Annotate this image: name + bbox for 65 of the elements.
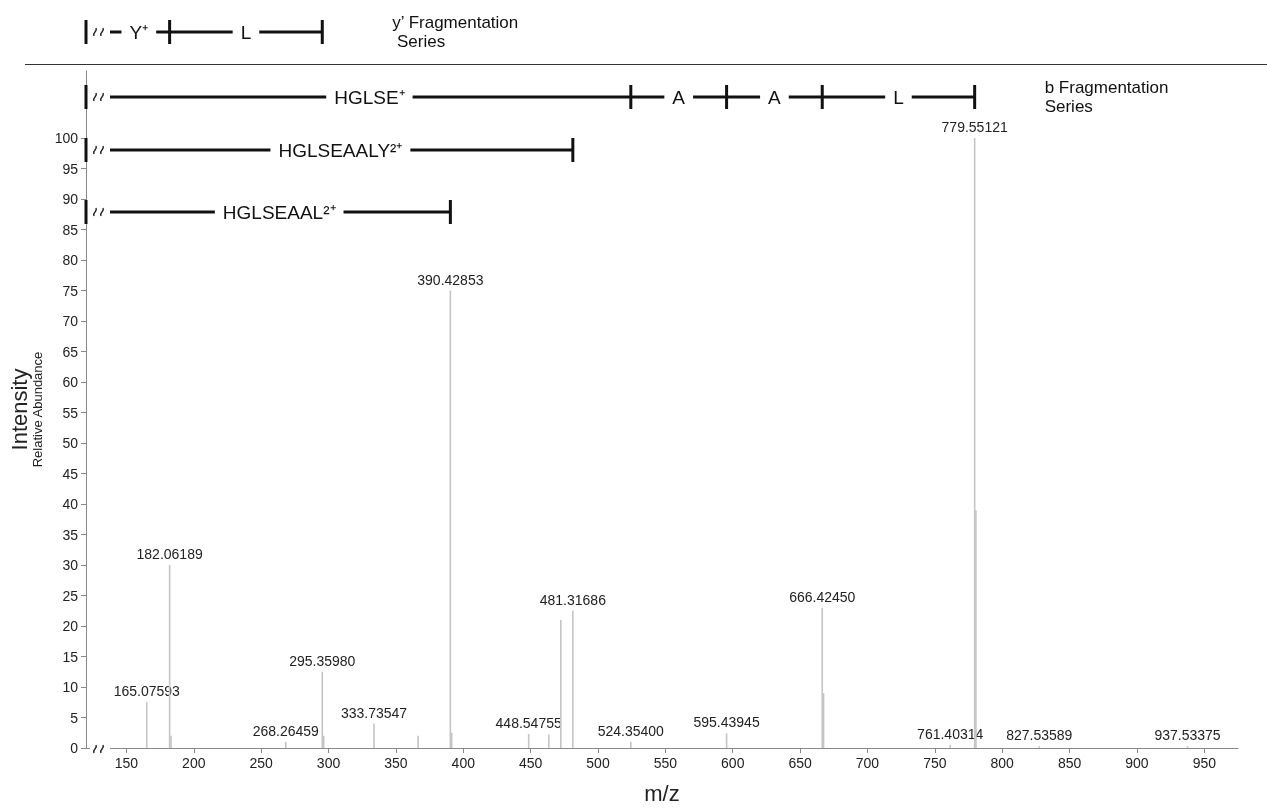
annotation: 295.35980 bbox=[289, 652, 356, 669]
y-tick-label: 85 bbox=[62, 221, 79, 238]
x-tick-label: 250 bbox=[249, 755, 274, 771]
x-tick-label: 200 bbox=[182, 755, 206, 771]
x-tick-label: 450 bbox=[518, 755, 543, 771]
annotation: 268.26459 bbox=[252, 722, 320, 739]
text: L bbox=[240, 21, 252, 43]
y-tick-label: 65 bbox=[62, 343, 79, 360]
annotation: 333.73547 bbox=[340, 704, 408, 721]
y-tick-label: 35 bbox=[62, 526, 79, 543]
annotation: A bbox=[768, 86, 782, 108]
annotation: 165.07593 bbox=[113, 683, 181, 700]
y-tick-label: 0 bbox=[70, 740, 79, 756]
annotation: 524.35400 bbox=[597, 722, 665, 739]
annotation: 595.43945 bbox=[693, 714, 760, 731]
annotation: 481.31686 bbox=[539, 591, 607, 608]
x-tick-label: 600 bbox=[721, 755, 745, 771]
annotation: 827.53589 bbox=[1006, 727, 1073, 744]
annotation: 390.42853 bbox=[417, 271, 484, 288]
annotation: 182.06189 bbox=[136, 546, 203, 563]
annotation: 666.42450 bbox=[789, 588, 856, 605]
text: Y⁺ bbox=[129, 21, 149, 43]
text: y’ Fragmentation Series bbox=[392, 13, 519, 51]
y-tick-label: 100 bbox=[54, 130, 79, 147]
y-tick-label: 95 bbox=[62, 160, 79, 177]
x-tick-label: 400 bbox=[451, 755, 476, 771]
y-tick-label: 50 bbox=[62, 435, 79, 452]
y-tick-label: 80 bbox=[62, 252, 79, 269]
y-tick-label: 10 bbox=[62, 679, 79, 696]
y-tick-label: 60 bbox=[62, 374, 79, 391]
x-tick-label: 800 bbox=[990, 755, 1015, 771]
x-tick-label: 850 bbox=[1057, 755, 1082, 771]
y-tick-label: 15 bbox=[62, 648, 79, 665]
y-tick-label: 90 bbox=[62, 191, 79, 208]
annotation: HGLSEAALY²⁺ bbox=[278, 139, 403, 161]
x-tick-label: 700 bbox=[855, 755, 880, 771]
x-tick-label: 950 bbox=[1192, 755, 1217, 771]
annotation: HGLSE⁺ bbox=[334, 86, 405, 108]
x-tick-label: 550 bbox=[653, 755, 678, 771]
y-tick-label: 55 bbox=[62, 404, 79, 421]
x-tick-label: 300 bbox=[316, 755, 341, 771]
y-tick-label: 30 bbox=[62, 557, 79, 574]
x-tick-label: 750 bbox=[923, 755, 947, 771]
annotation: A bbox=[672, 86, 686, 108]
x-tick-label: 150 bbox=[114, 755, 139, 771]
y-tick-label: 25 bbox=[62, 587, 79, 604]
x-tick-label: 350 bbox=[384, 755, 408, 771]
annotation: 448.54755 bbox=[495, 714, 562, 731]
x-axis-title: m/z bbox=[644, 780, 680, 806]
x-tick-label: 900 bbox=[1125, 755, 1149, 771]
y-tick-label: 5 bbox=[70, 709, 79, 726]
x-tick-label: 650 bbox=[788, 755, 812, 771]
y-axis-title: Intensity Relative Abundance bbox=[6, 351, 45, 468]
y-tick-label: 45 bbox=[62, 465, 79, 482]
annotation: L bbox=[893, 86, 904, 108]
annotation: 937.53375 bbox=[1154, 727, 1221, 744]
annotation: 761.40314 bbox=[917, 725, 984, 742]
annotation: b Fragmentation Series bbox=[1044, 78, 1174, 116]
y-tick-label: 75 bbox=[62, 282, 79, 299]
y-tick-label: 40 bbox=[62, 496, 79, 513]
annotation: HGLSEAAL²⁺ bbox=[222, 201, 336, 223]
x-tick-label: 500 bbox=[586, 755, 610, 771]
y-tick-label: 70 bbox=[62, 313, 79, 330]
annotation: 779.55121 bbox=[941, 119, 1008, 136]
y-tick-label: 20 bbox=[62, 618, 79, 635]
